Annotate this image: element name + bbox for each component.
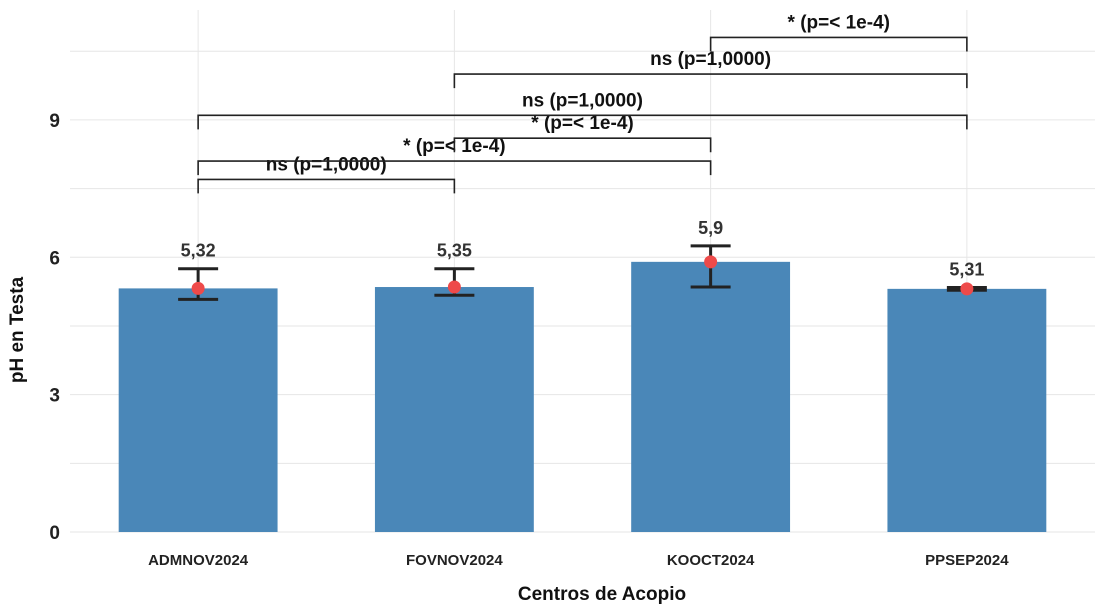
bar [631, 261, 791, 532]
y-tick-label: 9 [49, 111, 60, 132]
value-label: 5,32 [181, 241, 216, 261]
value-label: 5,35 [437, 241, 472, 261]
mean-point [704, 255, 718, 269]
x-axis-title: Centros de Acopio [518, 584, 686, 605]
y-tick-label: 0 [49, 523, 60, 544]
value-label: 5,9 [698, 218, 723, 238]
x-tick-label: ADMNOV2024 [148, 552, 249, 569]
comparison-label: ns (p=1,0000) [650, 49, 771, 70]
error-bars: 5,32 5,35 5,9 5,31 [178, 218, 987, 301]
comparison-bracket [453, 73, 968, 89]
x-tick-label: PPSEP2024 [925, 552, 1009, 569]
comparison-label: ns (p=1,0000) [266, 154, 387, 175]
bar [118, 288, 278, 532]
value-label: 5,31 [949, 259, 984, 279]
axes: 0 3 6 9 ADMNOV2024 FOVNOV2024 KOOCT2024 PPSEP20… [49, 111, 1009, 569]
comparison-label: * (p=< 1e-4) [788, 12, 890, 33]
comparison-label: * (p=< 1e-4) [531, 113, 633, 134]
y-tick-label: 3 [49, 386, 60, 407]
comparison-bracket [197, 178, 456, 194]
mean-point [960, 282, 974, 296]
bar [887, 288, 1047, 532]
y-axis-title: pH en Testa [7, 276, 28, 383]
mean-point [447, 280, 461, 294]
x-tick-label: KOOCT2024 [667, 552, 755, 569]
comparison-bracket [709, 36, 968, 52]
x-tick-label: FOVNOV2024 [406, 552, 503, 569]
comparisons: ns (p=1,0000)* (p=< 1e-4)* (p=< 1e-4)ns … [197, 12, 968, 194]
mean-point [191, 281, 205, 295]
comparison-bracket [197, 160, 712, 176]
y-tick-label: 6 [49, 248, 60, 269]
comparison-bracket [197, 114, 968, 130]
comparison-bracket [453, 137, 712, 153]
bars [118, 261, 1047, 532]
comparison-label: ns (p=1,0000) [522, 90, 643, 111]
bar [374, 287, 534, 532]
